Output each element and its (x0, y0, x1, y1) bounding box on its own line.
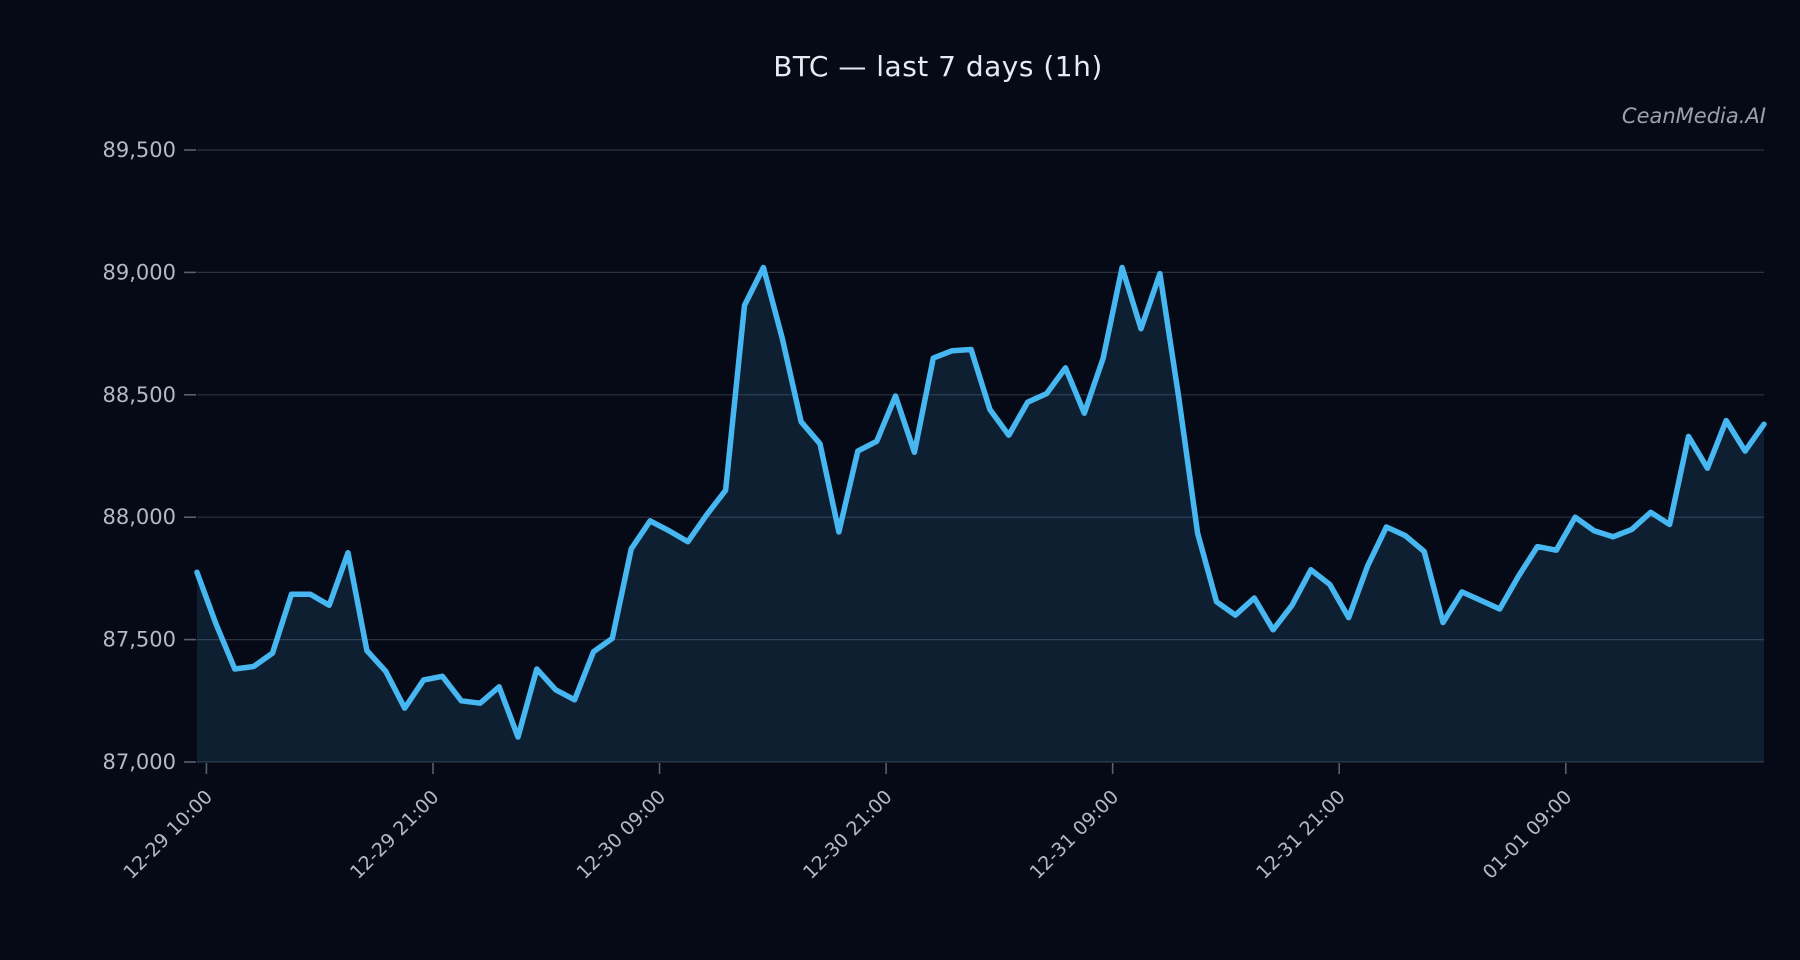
chart-title: BTC — last 7 days (1h) (773, 50, 1103, 83)
x-axis-tick-label: 12-30 09:00 (572, 786, 670, 884)
x-axis-tick-label: 12-30 21:00 (799, 786, 897, 884)
y-axis-labels: 89,500 89,000 88,500 88,000 87,500 87,000 (103, 138, 176, 774)
y-axis-tick-label: 89,000 (103, 260, 176, 284)
price-area-fill (197, 267, 1764, 762)
x-axis-tick-label: 01-01 09:00 (1479, 786, 1577, 884)
y-axis-tick-label: 88,500 (103, 383, 176, 407)
x-axis-tick-label: 12-31 09:00 (1026, 786, 1124, 884)
y-axis-tick-label: 89,500 (103, 138, 176, 162)
gridlines (184, 149, 1764, 763)
x-axis-tick-label: 12-29 10:00 (119, 786, 217, 884)
x-axis-tick-label: 12-29 21:00 (346, 786, 444, 884)
x-axis-tick-label: 12-31 21:00 (1252, 786, 1350, 884)
y-axis-tick-label: 87,000 (103, 750, 176, 774)
x-axis-labels: 12-29 10:00 12-29 21:00 12-30 09:00 12-30 2… (119, 763, 1576, 884)
y-axis-tick-label: 88,000 (103, 505, 176, 529)
watermark: CeanMedia.AI (1621, 104, 1766, 128)
y-axis-tick-label: 87,500 (103, 628, 176, 652)
price-line (194, 264, 1767, 740)
